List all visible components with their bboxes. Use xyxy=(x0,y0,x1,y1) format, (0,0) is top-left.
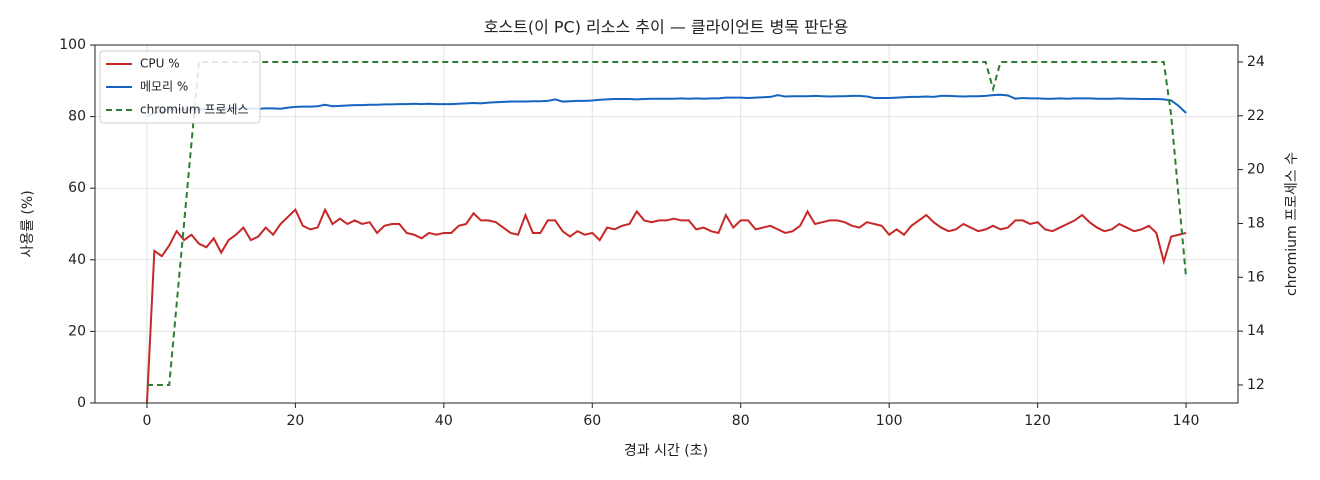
legend-box xyxy=(99,50,261,124)
x-tick-label: 20 xyxy=(286,413,304,429)
series-line xyxy=(145,207,1187,404)
x-tick-label: 120 xyxy=(1024,413,1051,429)
legend-label: 메모리 % xyxy=(140,80,188,94)
series-line xyxy=(146,93,1187,118)
x-tick-label: 0 xyxy=(142,413,151,429)
plot-frame xyxy=(94,44,1239,404)
x-tick-label: 60 xyxy=(583,413,601,429)
x-tick-label: 100 xyxy=(876,413,903,429)
y-tick-label: 0 xyxy=(77,395,86,411)
y-axis-label: 사용률 (%) xyxy=(20,190,36,257)
y2-tick-label: 20 xyxy=(1247,162,1265,178)
legend-label: CPU % xyxy=(140,57,180,71)
legend-label: chromium 프로세스 xyxy=(140,103,249,117)
y2-tick-label: 22 xyxy=(1247,108,1265,124)
y2-tick-label: 16 xyxy=(1247,269,1265,285)
y2-tick-label: 12 xyxy=(1247,377,1265,393)
y2-tick-label: 24 xyxy=(1247,54,1265,70)
x-tick-label: 80 xyxy=(732,413,750,429)
series-line xyxy=(146,60,1188,386)
y2-tick-label: 18 xyxy=(1247,215,1265,231)
x-tick-label: 40 xyxy=(435,413,453,429)
y-tick-label: 40 xyxy=(68,252,86,268)
x-axis-label: 경과 시간 (초) xyxy=(624,443,708,459)
chart-title: 호스트(이 PC) 리소스 추이 — 클라이언트 병목 판단용 xyxy=(484,18,849,37)
y-tick-label: 100 xyxy=(59,37,86,53)
y2-tick-label: 14 xyxy=(1247,323,1265,339)
x-tick-label: 140 xyxy=(1173,413,1200,429)
y-tick-label: 20 xyxy=(68,323,86,339)
y-tick-label: 80 xyxy=(68,109,86,125)
y2-axis-label: chromium 프로세스 수 xyxy=(1284,152,1300,296)
y-tick-label: 60 xyxy=(68,180,86,196)
